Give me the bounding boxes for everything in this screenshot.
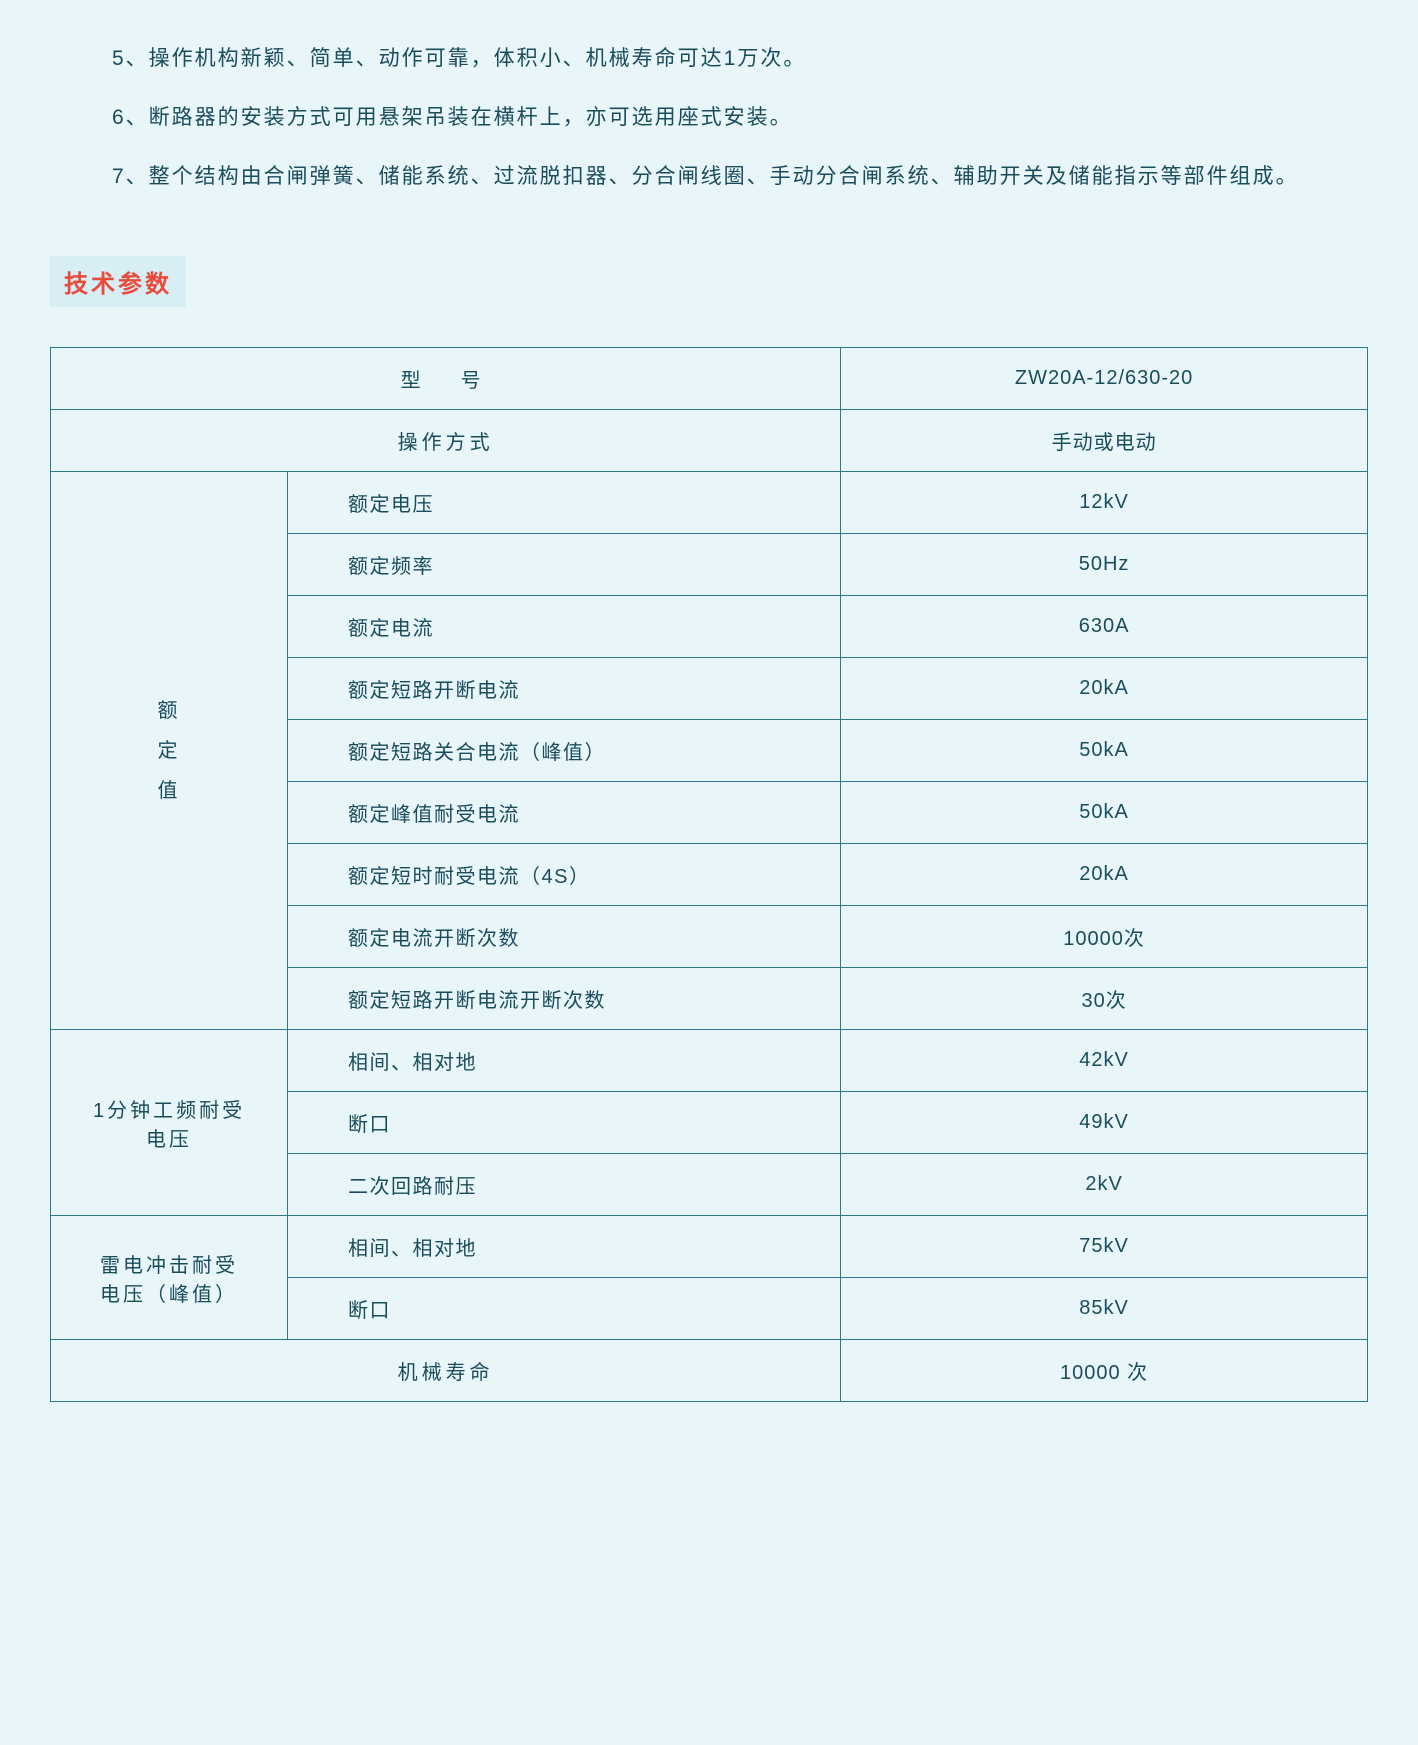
cell-mechlife-value: 10000 次 [841, 1340, 1368, 1402]
cell-value: 12kV [841, 472, 1368, 534]
cell-value: 50kA [841, 720, 1368, 782]
paragraph-5: 5、操作机构新颖、简单、动作可靠，体积小、机械寿命可达1万次。 [70, 30, 1348, 89]
cell-label: 额定短路关合电流（峰值） [288, 720, 841, 782]
cell-label: 额定短时耐受电流（4S） [288, 844, 841, 906]
cell-label: 额定峰值耐受电流 [288, 782, 841, 844]
table-row-operation: 操作方式 手动或电动 [51, 410, 1368, 472]
cell-label: 相间、相对地 [288, 1030, 841, 1092]
cell-value: 20kA [841, 844, 1368, 906]
cell-value: 2kV [841, 1154, 1368, 1216]
paragraph-6: 6、断路器的安装方式可用悬架吊装在横杆上，亦可选用座式安装。 [70, 89, 1348, 148]
spec-table: 型 号 ZW20A-12/630-20 操作方式 手动或电动 额 定 值 额定电… [50, 347, 1368, 1402]
cell-label: 额定频率 [288, 534, 841, 596]
cell-value: 50Hz [841, 534, 1368, 596]
group-title-line: 额 [158, 700, 181, 722]
cell-value: 75kV [841, 1216, 1368, 1278]
cell-operation-value: 手动或电动 [841, 410, 1368, 472]
cell-label: 额定电压 [288, 472, 841, 534]
cell-model-label: 型 号 [51, 348, 841, 410]
cell-label: 断口 [288, 1278, 841, 1340]
cell-value: 85kV [841, 1278, 1368, 1340]
table-row-mech-life: 机械寿命 10000 次 [51, 1340, 1368, 1402]
cell-label: 额定短路开断电流 [288, 658, 841, 720]
cell-value: 10000次 [841, 906, 1368, 968]
section-heading-wrap: 技术参数 [50, 256, 1368, 307]
cell-label: 额定电流开断次数 [288, 906, 841, 968]
cell-value: 20kA [841, 658, 1368, 720]
table-row: 雷电冲击耐受 电压（峰值） 相间、相对地 75kV [51, 1216, 1368, 1278]
group-title-line: 1分钟工频耐受 [93, 1100, 245, 1122]
section-heading: 技术参数 [50, 256, 186, 307]
paragraph-7: 7、整个结构由合闸弹簧、储能系统、过流脱扣器、分合闸线圈、手动分合闸系统、辅助开… [70, 148, 1348, 207]
group-title-line: 定 [158, 740, 181, 762]
group-title-rated: 额 定 值 [51, 472, 288, 1030]
cell-value: 42kV [841, 1030, 1368, 1092]
cell-model-value: ZW20A-12/630-20 [841, 348, 1368, 410]
cell-label: 二次回路耐压 [288, 1154, 841, 1216]
group-title-line: 电压（峰值） [100, 1284, 238, 1306]
cell-mechlife-label: 机械寿命 [51, 1340, 841, 1402]
group-title-line: 值 [158, 780, 181, 802]
intro-paragraphs: 5、操作机构新颖、简单、动作可靠，体积小、机械寿命可达1万次。 6、断路器的安装… [50, 30, 1368, 206]
table-row: 额 定 值 额定电压 12kV [51, 472, 1368, 534]
cell-label: 额定短路开断电流开断次数 [288, 968, 841, 1030]
cell-value: 49kV [841, 1092, 1368, 1154]
cell-operation-label: 操作方式 [51, 410, 841, 472]
group-title-line: 电压 [146, 1129, 192, 1151]
table-row: 1分钟工频耐受 电压 相间、相对地 42kV [51, 1030, 1368, 1092]
group-title-line: 雷电冲击耐受 [100, 1255, 238, 1277]
cell-value: 630A [841, 596, 1368, 658]
group-title-withstand-1min: 1分钟工频耐受 电压 [51, 1030, 288, 1216]
table-row-model: 型 号 ZW20A-12/630-20 [51, 348, 1368, 410]
cell-value: 30次 [841, 968, 1368, 1030]
group-title-lightning: 雷电冲击耐受 电压（峰值） [51, 1216, 288, 1340]
cell-label: 额定电流 [288, 596, 841, 658]
cell-label: 断口 [288, 1092, 841, 1154]
cell-label: 相间、相对地 [288, 1216, 841, 1278]
cell-value: 50kA [841, 782, 1368, 844]
